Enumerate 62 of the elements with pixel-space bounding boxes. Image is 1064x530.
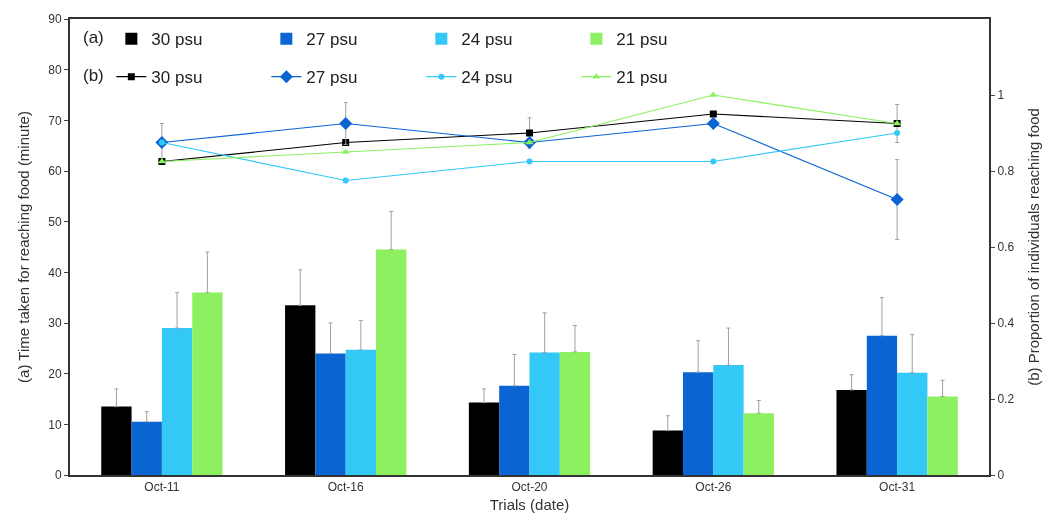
bar — [927, 396, 958, 475]
point — [526, 129, 533, 137]
legend-label: 21 psu — [616, 30, 668, 50]
point — [526, 158, 533, 165]
x-tick-label: Oct-11 — [144, 480, 180, 495]
bar — [652, 430, 683, 475]
x-tick-label: Oct-31 — [879, 480, 916, 495]
y-tick-label: 10 — [48, 417, 62, 432]
y2-tick-label: 0.4 — [997, 316, 1015, 331]
y-tick-label: 50 — [48, 214, 62, 229]
legend-label: 30 psu — [151, 68, 203, 88]
y2-tick-label: 0 — [997, 468, 1005, 483]
y2-tick-label: 0.6 — [997, 240, 1015, 255]
bar — [285, 305, 316, 475]
y-tick-label: 80 — [48, 62, 62, 77]
bar — [499, 385, 530, 475]
bar — [468, 402, 500, 475]
bar — [713, 365, 744, 475]
point — [894, 130, 901, 136]
x-tick-label: Oct-16 — [327, 480, 365, 495]
bar — [376, 249, 407, 475]
bar — [529, 352, 560, 475]
point — [706, 117, 720, 130]
bar — [743, 413, 774, 475]
legend-label: 24 psu — [461, 68, 513, 88]
bar — [866, 335, 898, 475]
bar — [131, 421, 162, 475]
x-axis-title: Trials (date) — [489, 495, 570, 513]
y-tick-label: 40 — [48, 265, 62, 280]
annotation: (a) — [83, 28, 104, 47]
y2-axis-title: (b) Proportion of individuals reaching food — [1024, 108, 1042, 386]
y-axis-title: (a) Time taken for reaching food (minute) — [14, 111, 32, 383]
x-tick-label: Oct-26 — [695, 480, 732, 495]
y-tick-label: 70 — [48, 113, 62, 128]
point — [342, 177, 349, 184]
bar — [559, 351, 591, 475]
bar — [836, 389, 867, 475]
annotation: (b) — [83, 66, 104, 85]
y-tick-label: 90 — [48, 12, 62, 27]
point — [710, 158, 717, 165]
bar — [345, 349, 377, 475]
legend-label: 30 psu — [151, 30, 203, 50]
x-tick-label: Oct-20 — [511, 480, 548, 495]
legend-label: 27 psu — [306, 68, 358, 88]
y-tick-label: 0 — [54, 468, 62, 483]
legend-label: 21 psu — [616, 68, 668, 88]
y-tick-label: 60 — [48, 164, 62, 179]
point — [339, 117, 353, 130]
bar — [161, 328, 193, 475]
bar — [192, 292, 223, 475]
legend-label: 24 psu — [461, 30, 513, 50]
bar — [101, 406, 132, 475]
bar — [897, 372, 928, 475]
y2-tick-label: 0.8 — [997, 164, 1015, 179]
bar — [682, 372, 714, 475]
point — [890, 193, 904, 206]
y-tick-label: 30 — [48, 316, 62, 331]
y2-tick-label: 0.2 — [997, 392, 1015, 407]
y2-tick-label: 1 — [997, 88, 1005, 103]
bar — [315, 353, 346, 475]
y-tick-label: 20 — [48, 366, 62, 381]
legend-label: 27 psu — [306, 30, 358, 50]
